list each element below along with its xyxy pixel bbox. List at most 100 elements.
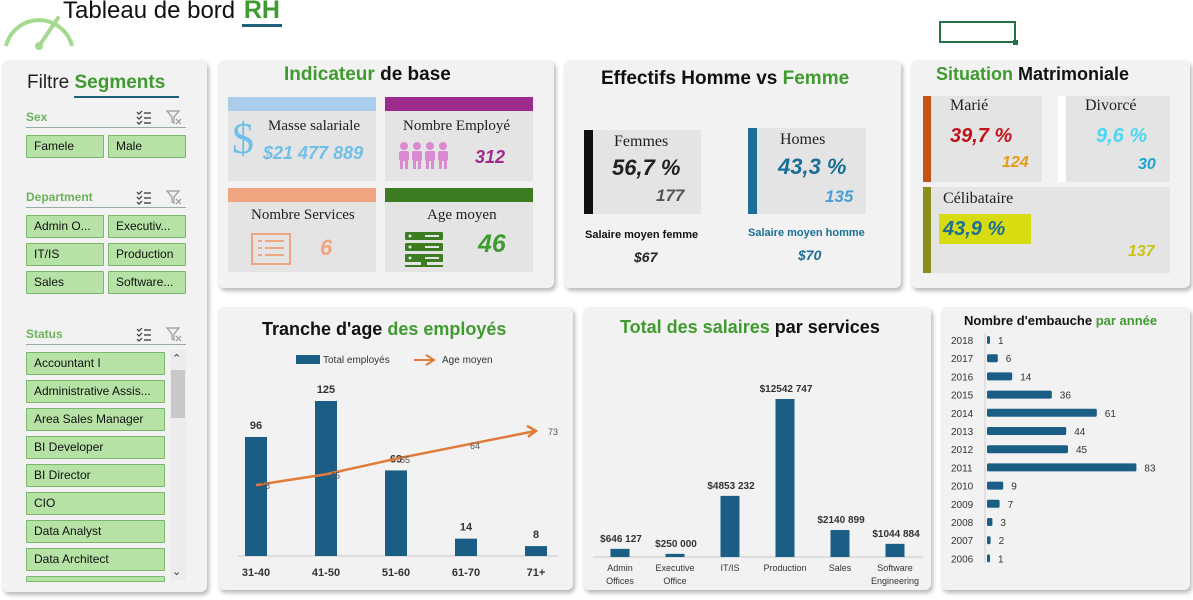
- kpi-nombre-employe: Nombre Employé 312: [385, 97, 533, 181]
- slicer-chip-status-2[interactable]: Area Sales Manager: [26, 408, 165, 431]
- indicateur-title-highlight: Indicateur: [284, 64, 375, 85]
- hire-y-tick: 2011: [951, 463, 973, 474]
- celibataire-accent-bar: [923, 187, 931, 273]
- age-line-label: 45: [330, 470, 340, 480]
- slicer-chip-status-6[interactable]: Data Analyst: [26, 520, 165, 543]
- salary-chart-card: Total des salaires par services $646 127…: [583, 307, 931, 590]
- kpi-age-value: 46: [478, 230, 506, 258]
- femmes-accent-bar: [584, 130, 593, 214]
- divorce-count: 30: [1138, 156, 1156, 173]
- salary-x-tick: Engineering: [871, 576, 919, 586]
- kpi-services-value: 6: [320, 235, 333, 260]
- homes-accent-bar: [748, 128, 757, 214]
- age-line-label: 64: [470, 441, 480, 451]
- age-chart-card: Tranche d'age des employés Total employé…: [218, 307, 573, 590]
- slicer-chip-status-5[interactable]: CIO: [26, 492, 165, 515]
- kpi-bar: [228, 188, 376, 202]
- hire-bar-label: 9: [1011, 482, 1017, 493]
- salary-chart-title-main: par services: [769, 317, 880, 337]
- hire-y-tick: 2017: [951, 354, 974, 365]
- matrimoniale-title: Situation Matrimoniale: [936, 64, 1129, 85]
- page-title: Tableau de bord RH: [63, 0, 282, 27]
- clear-filter-icon[interactable]: [166, 109, 182, 125]
- slicer-chip-status-partial[interactable]: [26, 576, 165, 582]
- hire-bar-2010: [987, 481, 1004, 490]
- age-bar-label: 125: [317, 384, 335, 396]
- salary-bar: [775, 399, 795, 557]
- slicer-title-underline: [74, 96, 179, 98]
- slicer-status-scrollbar[interactable]: ⌃ ⌄: [170, 350, 186, 580]
- kpi-bar: [228, 97, 376, 111]
- matrimoniale-title-main: Matrimoniale: [1013, 64, 1130, 84]
- age-bar-61-70: [455, 538, 477, 556]
- salary-bar-label: $4853 232: [707, 481, 755, 492]
- age-line-label: 55: [400, 455, 410, 465]
- hire-bar-label: 7: [1008, 500, 1014, 511]
- hire-bar-2006: [987, 554, 990, 563]
- slicer-chip-sex-0[interactable]: Famele: [26, 135, 104, 158]
- age-x-tick: 51-60: [382, 567, 410, 579]
- salary-x-tick: Admin: [607, 563, 633, 573]
- hire-chart: 2018 1 2017 6 2016 14 2015 36 2014 61 2013 44 2012 45…: [951, 333, 1156, 565]
- slicer-chip-sex-1[interactable]: Male: [108, 135, 186, 158]
- hire-y-tick: 2010: [951, 482, 974, 493]
- slicer-chip-status-7[interactable]: Data Architect: [26, 548, 165, 571]
- age-bar-31-40: [245, 436, 267, 556]
- hire-bar-label: 1: [998, 336, 1004, 347]
- fill-handle[interactable]: [1013, 40, 1018, 45]
- age-bar-41-50: [315, 401, 337, 556]
- scrollbar-thumb[interactable]: [171, 370, 185, 418]
- slicer-chip-department-1[interactable]: Executiv...: [108, 215, 186, 238]
- scroll-up-icon[interactable]: ⌃: [172, 353, 182, 365]
- hire-y-tick: 2006: [951, 554, 974, 565]
- legend-total-employes: Total employés: [323, 355, 390, 366]
- legend-arrow-icon: [425, 354, 436, 366]
- slicer-chip-department-0[interactable]: Admin O...: [26, 215, 104, 238]
- hire-bar-label: 1: [998, 554, 1004, 565]
- slicer-chip-department-3[interactable]: Production: [108, 243, 186, 266]
- hire-bar-2009: [987, 499, 1000, 508]
- divorce-box: Divorcé 9,6 % 30: [1058, 96, 1170, 182]
- marie-percent: 39,7 %: [950, 125, 1013, 147]
- gauge-logo-icon: [4, 16, 74, 50]
- salary-x-tick: Executive: [655, 563, 694, 573]
- slicer-chip-status-3[interactable]: BI Developer: [26, 436, 165, 459]
- age-bar-label: 96: [250, 420, 262, 432]
- multi-select-icon[interactable]: [136, 326, 152, 342]
- slicer-chip-department-5[interactable]: Software...: [108, 271, 186, 294]
- slicer-chip-status-1[interactable]: Administrative Assis...: [26, 380, 165, 403]
- hire-y-tick: 2012: [951, 445, 974, 456]
- cell-selection-box[interactable]: [939, 21, 1018, 45]
- salary-x-tick: Office: [663, 576, 686, 586]
- clear-filter-icon[interactable]: [166, 326, 182, 342]
- hire-bar-label: 44: [1074, 427, 1086, 438]
- salary-x-tick: Sales: [829, 563, 852, 573]
- multi-select-icon[interactable]: [136, 189, 152, 205]
- homes-label: Homes: [780, 131, 826, 148]
- server-stack-icon: [405, 232, 443, 267]
- salary-bar-label: $250 000: [655, 539, 697, 550]
- hire-bar-2015: [987, 390, 1052, 399]
- legend-age-moyen: Age moyen: [442, 355, 493, 366]
- hire-y-tick: 2014: [951, 409, 974, 420]
- slicer-chip-status-4[interactable]: BI Director: [26, 464, 165, 487]
- homes-percent: 43,3 %: [778, 154, 847, 179]
- salary-chart-title: Total des salaires par services: [620, 317, 880, 338]
- age-line-label: 38: [260, 481, 270, 491]
- homes-salary-label: Salaire moyen homme: [748, 227, 865, 239]
- slicer-chip-status-0[interactable]: Accountant I: [26, 352, 165, 375]
- slicer-panel-title: Filtre Segments: [27, 72, 165, 94]
- salary-bar-label: $1044 884: [872, 529, 920, 540]
- salary-x-tick: Offices: [606, 576, 634, 586]
- slicer-sex-header: Sex: [26, 108, 186, 128]
- slicer-chip-department-4[interactable]: Sales: [26, 271, 104, 294]
- slicer-chip-department-2[interactable]: IT/IS: [26, 243, 104, 266]
- scroll-down-icon[interactable]: ⌄: [172, 566, 182, 578]
- hire-chart-card: Nombre d'embauche par année 2018 1 2017 6 20…: [941, 307, 1190, 590]
- salary-x-tick: Production: [763, 563, 806, 573]
- divorce-label: Divorcé: [1085, 97, 1137, 114]
- femmes-label: Femmes: [614, 133, 669, 150]
- clear-filter-icon[interactable]: [166, 189, 182, 205]
- hire-bar-2018: [987, 336, 990, 344]
- multi-select-icon[interactable]: [136, 109, 152, 125]
